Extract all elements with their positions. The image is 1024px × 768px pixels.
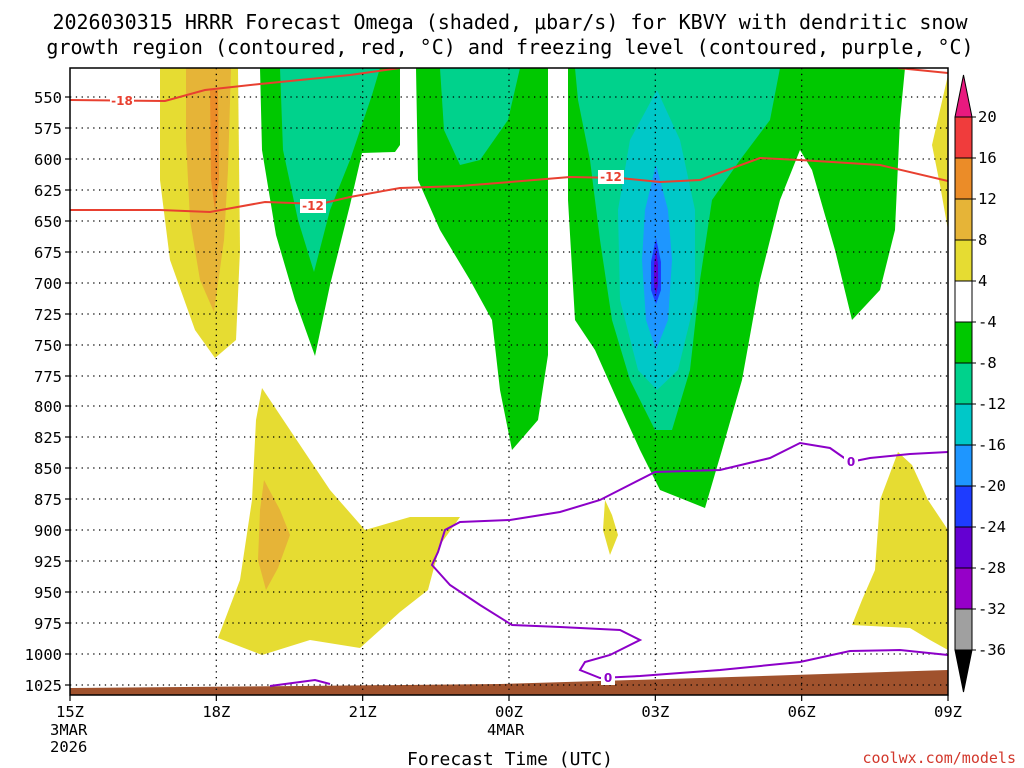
colorbar-top-arrow [954,74,973,118]
contour-label-bg-freezing-a [844,455,858,469]
x-tick-label: 00Z [495,703,523,721]
x-tick-sublabel: 3MAR [50,721,88,739]
y-tick-label: 925 [34,553,62,571]
x-tick-label: 15Z [56,703,84,721]
dgz-contour-outer [70,68,401,103]
omega-region-positive-8-upper [186,68,231,312]
y-tick-label: 575 [34,120,62,138]
omega-region-negative-8-b [440,68,520,165]
y-tick-label: 650 [34,213,62,231]
y-tick-label: 750 [34,337,62,355]
y-tick-label: 1025 [25,677,62,695]
y-axis: 550 575 600 625 650 675 700 725 750 775 800 825 850 8… [25,89,70,695]
contour-label-bg-inner-a [300,199,326,213]
colorbar-tick-label: -36 [978,641,1006,659]
colorbar-segment [954,116,973,159]
colorbar-tick-label: 16 [978,149,997,167]
colorbar-segment [954,526,973,569]
y-tick-label: 775 [34,368,62,386]
contour-label-bg-outer [110,94,134,108]
freezing-label-a: 0 [847,455,855,469]
colorbar-tick-label: -20 [978,477,1006,495]
omega-region-positive-12-upper [210,90,219,210]
y-tick-label: 825 [34,429,62,447]
colorbar-tick-label: -4 [978,313,997,331]
colorbar-segment [954,280,973,323]
terrain-surface [70,670,948,695]
y-tick-label: 1000 [25,646,62,664]
y-tick-label: 600 [34,151,62,169]
omega-region-positive-8-lower [258,480,290,590]
colorbar-segment [954,444,973,487]
x-tick-label: 18Z [202,703,230,721]
colorbar-tick-label: 8 [978,231,987,249]
omega-region-positive-4-right [852,452,948,650]
y-tick-label: 675 [34,244,62,262]
x-tick-label: 06Z [788,703,816,721]
contour-labels: -18 -12 -12 0 0 [110,94,858,685]
y-tick-label: 850 [34,460,62,478]
y-tick-label: 975 [34,615,62,633]
colorbar-tick-label: 4 [978,272,987,290]
contour-label-bg-inner-b [598,170,624,184]
plot-area: -18 -12 -12 0 0 550 575 600 625 650 675 700 725… [25,67,962,756]
colorbar-segment [954,362,973,405]
colorbar-segment [954,608,973,651]
grid-lines [70,68,948,695]
y-tick-label: 800 [34,398,62,416]
freezing-label-b: 0 [604,671,612,685]
colorbar-segment [954,198,973,241]
x-tick-label: 21Z [349,703,377,721]
x-tick-sublabel: 2026 [50,738,87,756]
x-tick-label: 03Z [641,703,669,721]
omega-region-negative-8-a [280,68,380,272]
omega-region-negative-4-b [416,68,548,450]
colorbar-tick-label: -12 [978,395,1006,413]
colorbar-tick-label: -16 [978,436,1006,454]
y-tick-label: 875 [34,491,62,509]
x-tick-label: 09Z [934,703,962,721]
dgz-label-inner-a: -12 [302,199,324,213]
omega-shading [70,68,948,695]
colorbar-segment [954,403,973,446]
dgz-contour-inner [70,156,948,214]
dgz-contour-right [897,68,948,74]
dgz-label-inner-b: -12 [600,170,622,184]
x-tick-sublabel: 4MAR [487,721,525,739]
dgz-label-outer: -18 [111,94,133,108]
chart-title-line-1: 2026030315 HRRR Forecast Omega (shaded, … [52,10,968,34]
y-tick-label: 950 [34,584,62,602]
y-tick-label: 625 [34,182,62,200]
omega-region-positive-4-lower [218,388,460,655]
colorbar: 20 16 12 8 4 -4 -8 -12 -16 -20 -24 -28 -32 -36 [954,74,1006,693]
colorbar-tick-label: 12 [978,190,997,208]
colorbar-segment [954,321,973,364]
y-tick-label: 700 [34,275,62,293]
colorbar-tick-label: -24 [978,518,1006,536]
colorbar-tick-label: 20 [978,108,997,126]
chart-title-line-2: growth region (contoured, red, °C) and f… [46,35,973,59]
omega-region-positive-4-right-top [932,75,948,230]
y-tick-label: 725 [34,306,62,324]
omega-region-positive-4-small [603,500,618,555]
freezing-level-contour-lower [269,678,331,687]
y-tick-label: 550 [34,89,62,107]
colorbar-segment [954,239,973,282]
colorbar-tick-label: -28 [978,559,1006,577]
colorbar-bottom-arrow [954,649,973,693]
colorbar-tick-label: -8 [978,354,997,372]
y-tick-label: 900 [34,522,62,540]
contour-lines [70,68,948,687]
watermark-text: coolwx.com/models [862,749,1016,767]
colorbar-segment [954,567,973,610]
contour-label-bg-freezing-b [601,671,615,685]
colorbar-tick-label: -32 [978,600,1006,618]
colorbar-segment [954,485,973,528]
colorbar-segment [954,157,973,200]
freezing-level-contour [430,441,948,680]
x-axis-label: Forecast Time (UTC) [407,749,613,768]
